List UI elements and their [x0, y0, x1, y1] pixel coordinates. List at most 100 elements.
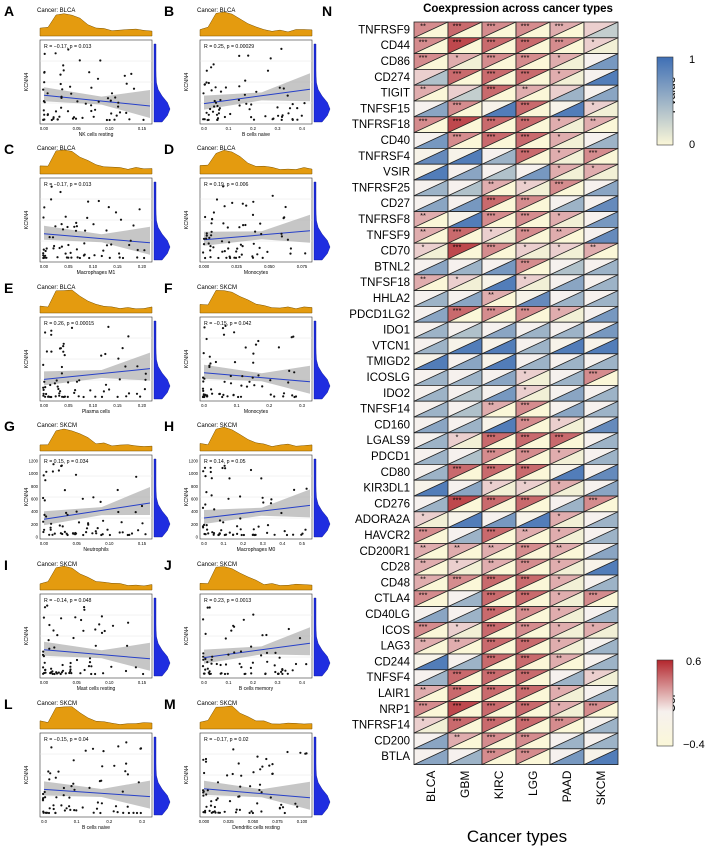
heatmap-cell: * — [447, 432, 483, 449]
data-point — [212, 533, 215, 536]
panel-letter: J — [164, 557, 172, 573]
data-point — [204, 632, 207, 636]
significance-stars: *** — [521, 733, 530, 742]
data-point — [99, 811, 102, 815]
data-point — [78, 256, 81, 260]
heatmap-cell: *** — [447, 69, 483, 86]
data-point — [239, 650, 243, 653]
data-point — [219, 98, 222, 102]
data-point — [42, 254, 45, 257]
cell-diagonal — [549, 653, 585, 671]
data-point — [291, 103, 294, 106]
significance-stars: *** — [487, 132, 496, 141]
heatmap-cell — [583, 226, 619, 244]
significance-stars: * — [558, 417, 561, 426]
cell-diagonal — [583, 258, 619, 276]
column-label: BLCA — [424, 771, 438, 802]
significance-stars: *** — [521, 195, 530, 204]
data-point — [45, 256, 48, 259]
significance-stars: *** — [521, 606, 530, 615]
data-point — [51, 670, 54, 673]
data-point — [127, 811, 130, 815]
heatmap-cell: * — [481, 227, 517, 244]
x-tick-label: 0.5 — [299, 541, 305, 546]
heatmap-cell: *** — [481, 22, 517, 39]
data-point — [74, 532, 78, 535]
cell-diagonal — [549, 574, 585, 592]
data-point — [291, 394, 294, 397]
data-point — [241, 375, 244, 378]
significance-stars: *** — [487, 243, 496, 252]
cell-diagonal — [583, 637, 619, 655]
cancer-label: Cancer: SKCM — [37, 562, 77, 568]
data-point — [240, 774, 243, 777]
significance-stars: * — [422, 717, 425, 726]
data-point — [144, 533, 147, 536]
data-point — [69, 670, 72, 673]
heatmap-cell — [481, 337, 517, 355]
data-point — [72, 636, 75, 640]
data-point — [44, 386, 47, 389]
data-point — [234, 256, 238, 259]
data-point — [42, 394, 45, 397]
data-point — [245, 102, 248, 105]
significance-stars: ** — [420, 227, 426, 236]
column-label: KIRC — [492, 770, 506, 799]
data-point — [205, 337, 208, 341]
cell-diagonal — [413, 527, 449, 544]
heatmap-cell: *** — [447, 37, 483, 54]
data-point — [83, 253, 86, 256]
data-point — [298, 637, 302, 640]
stat-label: R = 0.25, p = 0.00029 — [204, 44, 254, 50]
data-point — [125, 741, 128, 744]
data-point — [214, 101, 218, 104]
data-point — [218, 519, 222, 522]
data-point — [42, 388, 45, 391]
data-point — [213, 99, 216, 103]
cell-diagonal — [583, 100, 619, 118]
heatmap-cell — [515, 321, 551, 339]
heatmap-cell — [413, 748, 449, 765]
heatmap-cell: *** — [549, 37, 585, 54]
heatmap-cell: * — [413, 717, 449, 734]
data-point — [229, 112, 232, 116]
data-point — [261, 496, 264, 499]
row-label: TNFSF9 — [367, 230, 410, 242]
data-point — [242, 533, 245, 537]
data-point — [239, 528, 242, 531]
data-point — [244, 223, 247, 227]
cell-diagonal — [413, 116, 449, 133]
heatmap-cell — [583, 543, 619, 560]
significance-stars: * — [558, 211, 561, 220]
heatmap-cell: ** — [447, 638, 483, 655]
cell-diagonal — [447, 448, 483, 465]
cancer-label: Cancer: BLCA — [197, 146, 235, 152]
heatmap-cell — [481, 369, 517, 386]
heatmap-cell — [549, 495, 585, 513]
data-point — [252, 771, 255, 774]
data-point — [274, 651, 277, 655]
data-point — [42, 520, 45, 523]
significance-stars: *** — [487, 69, 496, 78]
data-point — [54, 811, 57, 815]
confidence-band — [44, 87, 150, 118]
data-point — [121, 347, 124, 350]
data-point — [48, 623, 51, 627]
heatmap-cell: *** — [515, 717, 551, 734]
y-tick-label: 1200 — [29, 459, 39, 464]
heatmap-cell: *** — [481, 306, 517, 323]
cell-diagonal — [481, 337, 517, 355]
data-point — [74, 473, 78, 476]
pvalue-colorbar — [656, 56, 674, 146]
data-point — [222, 521, 225, 524]
data-point — [52, 463, 55, 466]
data-point — [114, 96, 117, 99]
data-point — [47, 395, 50, 398]
cell-diagonal — [515, 148, 551, 165]
data-point — [261, 385, 264, 388]
row-label: HHLA2 — [373, 293, 410, 305]
heatmap-cell: *** — [447, 306, 483, 323]
data-point — [42, 530, 45, 534]
data-point — [233, 256, 236, 259]
significance-stars: * — [558, 164, 561, 173]
